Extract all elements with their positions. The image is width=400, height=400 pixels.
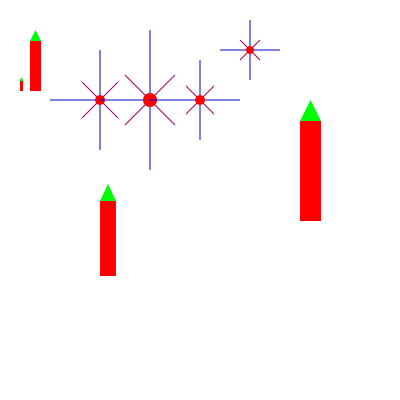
firework-burst	[220, 20, 280, 80]
firework-rocket	[19, 77, 24, 91]
rocket-tip	[100, 184, 116, 201]
rocket-tip	[19, 77, 24, 81]
rocket-tip	[30, 30, 41, 41]
rocket-body	[300, 121, 321, 221]
rocket-body	[20, 81, 23, 91]
rocket-body	[100, 201, 116, 276]
rocket-tip	[300, 100, 321, 121]
firework-rocket	[300, 100, 321, 221]
firework-rocket	[30, 30, 41, 91]
firework-burst	[150, 60, 240, 140]
burst-core	[195, 95, 205, 105]
rocket-body	[30, 41, 41, 91]
burst-core	[246, 46, 254, 54]
firework-rocket	[100, 184, 116, 276]
